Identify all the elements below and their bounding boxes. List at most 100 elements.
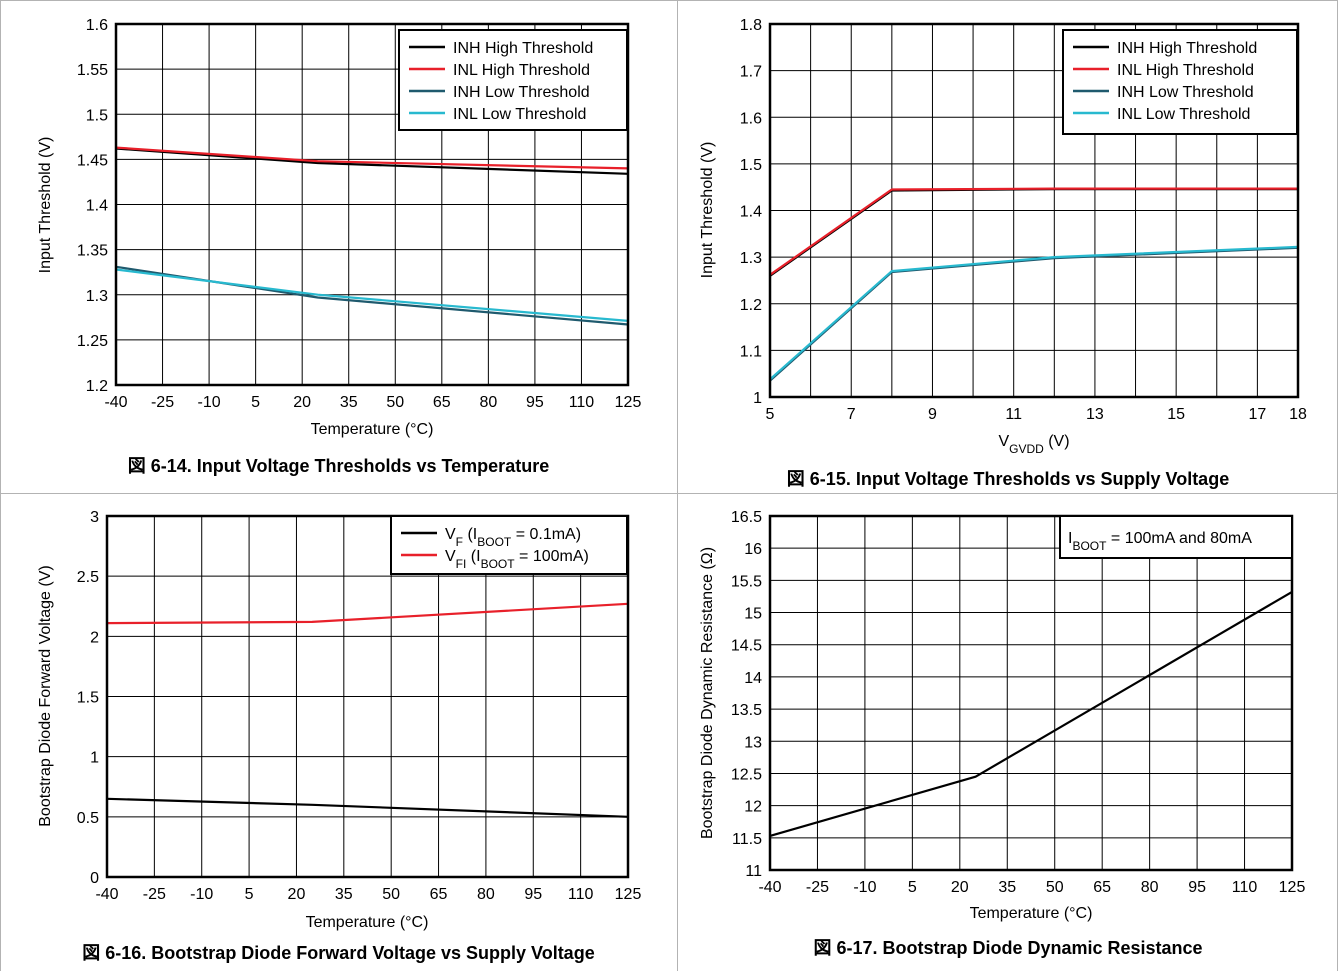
y-axis-label: Input Threshold (V)	[699, 142, 716, 279]
border-left	[0, 0, 1, 971]
x-tick-label: 50	[382, 886, 400, 903]
plot-frame	[105, 514, 630, 879]
y-tick-label: 1	[90, 750, 99, 767]
y-tick-label: 1.4	[740, 204, 762, 221]
y-axis-label: Bootstrap Diode Dynamic Resistance (Ω)	[699, 547, 716, 839]
x-tick-label: 5	[245, 886, 254, 903]
series-line	[769, 246, 1299, 382]
x-tick-label: 125	[1279, 879, 1306, 896]
chart-caption: 図 6-14. Input Voltage Thresholds vs Temp…	[127, 456, 550, 476]
y-tick-label: 1.6	[740, 110, 762, 127]
x-tick-label: 80	[477, 886, 495, 903]
x-tick-label: -10	[198, 394, 221, 411]
y-tick-label: 12	[744, 799, 762, 816]
x-tick-label: 20	[293, 394, 311, 411]
y-tick-label: 1	[753, 390, 762, 407]
series-line	[106, 602, 629, 625]
legend-label: INL High Threshold	[453, 62, 590, 79]
divider-vertical	[677, 0, 678, 971]
legend-label: INH High Threshold	[1117, 40, 1257, 57]
x-tick-label: 50	[1046, 879, 1064, 896]
x-tick-label: 65	[430, 886, 448, 903]
y-tick-label: 13	[744, 734, 762, 751]
x-tick-label: 9	[928, 406, 937, 423]
chart-panel-bootstrap-dynamic-resistance: 11 11.5 12 12.5 13 13.5 14 14.5 15 15.5 16 16.5 -40 -…	[678, 494, 1338, 971]
x-tick-label: -25	[143, 886, 166, 903]
y-tick-label: 14.5	[731, 638, 762, 655]
y-tick-label: 1.3	[86, 288, 108, 305]
series-line	[106, 797, 629, 818]
plot-frame	[768, 22, 1300, 399]
y-axis-label: Input Threshold (V)	[37, 137, 54, 274]
y-tick-label: 1.5	[740, 157, 762, 174]
legend-annotation: IBOOT = 100mA and 80mA	[1068, 530, 1252, 553]
x-tick-label: 110	[1232, 879, 1258, 896]
y-tick-label: 2.5	[77, 569, 99, 586]
x-tick-label: 5	[251, 394, 260, 411]
y-tick-label: 1.35	[77, 243, 108, 260]
x-axis-label: Temperature (°C)	[311, 421, 434, 438]
y-tick-label: 1.3	[740, 250, 762, 267]
x-tick-label: -25	[806, 879, 829, 896]
chart-panel-bootstrap-forward-voltage: 0 0.5 1 1.5 2 2.5 3 -40 -25 -10 5 20 35 50 65 80 95 110 12…	[0, 494, 677, 971]
legend-label: INH High Threshold	[453, 40, 593, 57]
x-tick-label: 5	[766, 406, 775, 423]
x-tick-label: 20	[288, 886, 306, 903]
x-tick-label: 35	[335, 886, 353, 903]
x-tick-label: -40	[95, 886, 118, 903]
x-tick-label: -10	[190, 886, 213, 903]
x-tick-label: 95	[524, 886, 542, 903]
y-tick-label: 11.5	[732, 831, 762, 848]
y-tick-label: 15.5	[731, 573, 762, 590]
y-tick-label: 14	[744, 670, 762, 687]
series-line	[115, 147, 629, 175]
y-tick-label: 1.8	[740, 17, 762, 34]
legend-label: VF (IBOOT = 0.1mA)	[445, 526, 581, 549]
y-tick-label: 1.5	[77, 690, 99, 707]
chart-caption: 図 6-16. Bootstrap Diode Forward Voltage …	[82, 943, 595, 963]
y-tick-label: 16.5	[731, 509, 762, 526]
series-line	[769, 188, 1298, 277]
x-tick-label: 50	[386, 394, 404, 411]
y-tick-label: 16	[744, 541, 762, 558]
y-tick-label: 3	[90, 509, 99, 526]
plot-frame	[114, 22, 630, 387]
x-tick-label: 95	[526, 394, 544, 411]
chart-panel-input-threshold-vs-temperature: 1.2 1.25 1.3 1.35 1.4 1.45 1.5 1.55 1.6 -40 -25 -10…	[0, 0, 677, 493]
y-axis-label: Bootstrap Diode Forward Voltage (V)	[37, 565, 54, 826]
x-tick-label: 20	[951, 879, 969, 896]
legend-label: INL High Threshold	[1117, 62, 1254, 79]
y-tick-label: 1.2	[86, 378, 108, 395]
chart-panel-input-threshold-vs-supply: 1 1.1 1.2 1.3 1.4 1.5 1.6 1.7 1.8 5 7 9 11 13 15 17 18 In…	[678, 0, 1338, 493]
x-tick-label: 5	[908, 879, 917, 896]
divider-horizontal	[0, 493, 1338, 494]
y-tick-label: 1.6	[86, 17, 108, 34]
y-tick-label: 1.1	[740, 343, 762, 360]
x-tick-label: 35	[340, 394, 358, 411]
y-tick-label: 1.55	[77, 62, 108, 79]
border-top	[0, 0, 1338, 1]
legend-label: INH Low Threshold	[453, 84, 590, 101]
x-tick-label: 125	[615, 394, 642, 411]
y-tick-label: 1.7	[740, 64, 762, 81]
chart-input-threshold-vs-temperature: 1.2 1.25 1.3 1.35 1.4 1.45 1.5 1.55 1.6 -40 -25 -10…	[37, 17, 642, 438]
chart-bootstrap-dynamic-resistance: 11 11.5 12 12.5 13 13.5 14 14.5 15 15.5 16 16.5 -40 -…	[699, 509, 1306, 922]
series-line	[769, 590, 1293, 837]
chart-caption: 図 6-15. Input Voltage Thresholds vs Supp…	[786, 469, 1230, 489]
y-tick-label: 11	[745, 863, 762, 880]
x-tick-label: -10	[853, 879, 876, 896]
y-tick-label: 12.5	[731, 766, 762, 783]
x-tick-label: 7	[847, 406, 856, 423]
y-tick-label: 15	[744, 606, 762, 623]
y-tick-label: 13.5	[731, 702, 762, 719]
chart-caption: 図 6-17. Bootstrap Diode Dynamic Resistan…	[813, 938, 1203, 958]
series-line	[769, 187, 1298, 276]
series-line	[115, 265, 629, 326]
chart-input-threshold-vs-supply: 1 1.1 1.2 1.3 1.4 1.5 1.6 1.7 1.8 5 7 9 11 13 15 17 18 In…	[699, 17, 1307, 456]
x-tick-label: -40	[104, 394, 127, 411]
legend-box	[390, 515, 628, 575]
legend-box	[1059, 515, 1293, 559]
x-tick-label: 65	[1093, 879, 1111, 896]
x-tick-label: 15	[1167, 406, 1185, 423]
plot-frame	[768, 514, 1294, 872]
